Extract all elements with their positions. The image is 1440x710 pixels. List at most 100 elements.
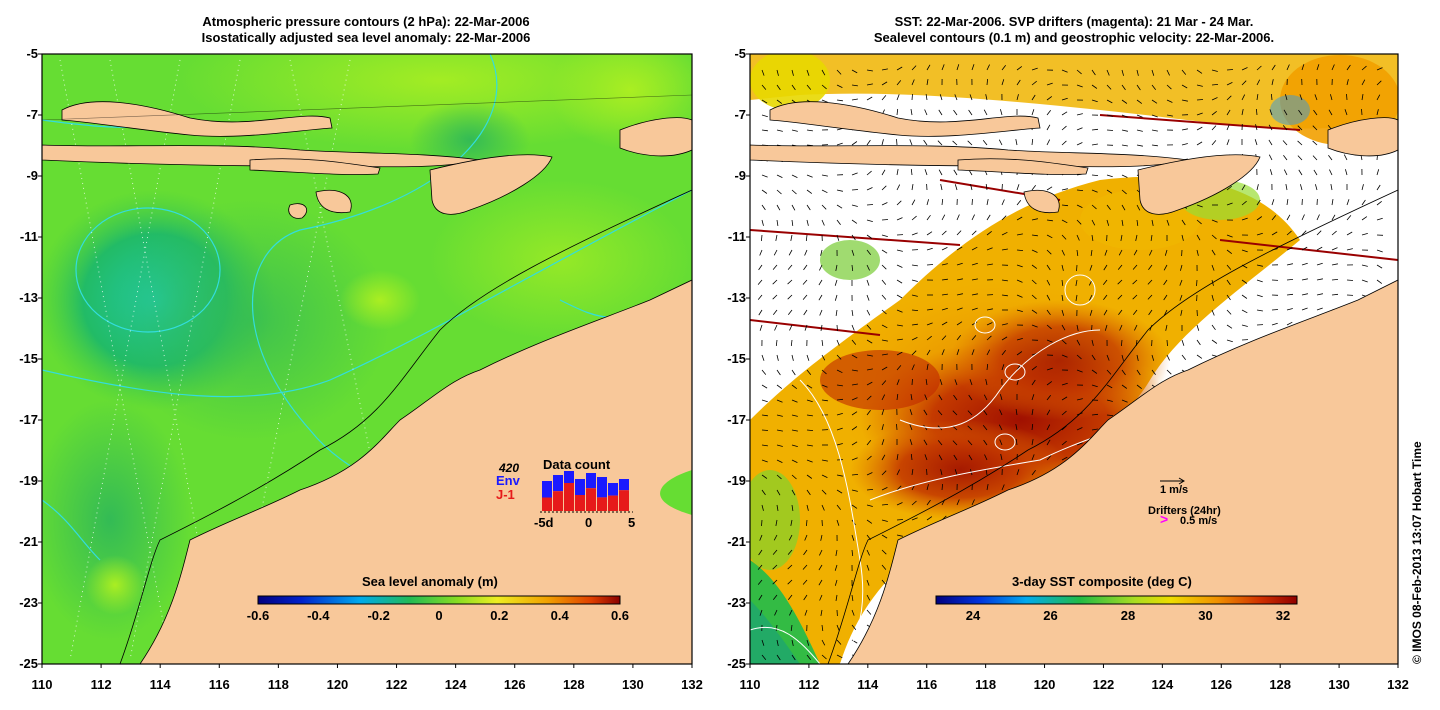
- velocity-vector: [1196, 279, 1198, 287]
- x-tick-label: 110: [739, 677, 761, 692]
- velocity-vector: [938, 454, 943, 461]
- velocity-vector: [1031, 365, 1037, 371]
- velocity-vector: [1285, 94, 1288, 101]
- velocity-vector: [911, 469, 914, 476]
- velocity-vector: [851, 474, 859, 476]
- velocity-vector: [1226, 294, 1231, 301]
- x-tick-label: 128: [562, 677, 585, 692]
- velocity-vector: [761, 234, 763, 242]
- y-tick-label: -19: [727, 473, 746, 488]
- velocity-vector: [1346, 199, 1350, 206]
- velocity-vector: [1180, 264, 1183, 271]
- velocity-vector: [1211, 84, 1219, 86]
- velocity-vector: [881, 534, 888, 539]
- velocity-vector: [866, 549, 870, 556]
- velocity-vector: [776, 489, 781, 496]
- velocity-vector: [1031, 439, 1034, 446]
- velocity-vector: [896, 309, 903, 313]
- velocity-vector: [791, 369, 796, 376]
- x-tick-label: 126: [1210, 677, 1233, 692]
- velocity-vector: [1241, 109, 1244, 116]
- y-tick-label: -13: [19, 290, 38, 305]
- velocity-vector: [851, 594, 854, 601]
- velocity-vector: [896, 379, 900, 386]
- velocity-vector: [1283, 109, 1288, 116]
- velocity-vector: [1241, 309, 1248, 314]
- velocity-vector: [1331, 199, 1334, 206]
- velocity-vector: [896, 279, 903, 284]
- velocity-vector: [1118, 309, 1123, 316]
- velocity-key-arrow: [1160, 477, 1185, 485]
- velocity-vector: [1196, 339, 1201, 346]
- velocity-vector: [941, 230, 947, 236]
- velocity-vector: [1286, 230, 1292, 236]
- velocity-vector: [1316, 262, 1323, 266]
- velocity-vector: [1241, 217, 1248, 221]
- velocity-vector: [1226, 139, 1230, 146]
- velocity-vector: [851, 234, 856, 241]
- velocity-vector: [1091, 428, 1098, 431]
- velocity-vector: [851, 489, 858, 492]
- velocity-vector: [1106, 129, 1114, 131]
- velocity-vector: [790, 234, 793, 241]
- velocity-vector: [774, 609, 778, 616]
- velocity-vector: [818, 294, 823, 301]
- velocity-vector: [1226, 264, 1232, 270]
- velocity-vector: [1046, 294, 1051, 301]
- velocity-vector: [926, 247, 933, 251]
- velocity-vector: [1269, 169, 1273, 176]
- velocity-vector: [851, 324, 855, 331]
- velocity-vector: [941, 293, 948, 296]
- velocity-vector: [1298, 169, 1303, 176]
- velocity-vector: [820, 324, 823, 331]
- velocity-vector: [761, 639, 765, 646]
- velocity-vector: [772, 564, 778, 570]
- velocity-vector: [866, 187, 873, 191]
- velocity-vector: [1297, 125, 1303, 131]
- velocity-vector: [821, 99, 828, 103]
- velocity-vector: [986, 78, 988, 86]
- velocity-vector: [819, 264, 823, 271]
- velocity-vector: [909, 424, 913, 431]
- velocity-vector: [911, 264, 918, 267]
- velocity-vector: [1196, 204, 1203, 208]
- velocity-vector: [1046, 234, 1053, 239]
- velocity-vector: [1061, 456, 1068, 461]
- velocity-vector: [926, 308, 933, 311]
- data-count-tick-start: -5d: [534, 515, 554, 530]
- velocity-vector: [881, 139, 884, 146]
- velocity-vector: [804, 249, 808, 256]
- velocity-vector: [1061, 440, 1067, 446]
- velocity-vector: [866, 339, 873, 344]
- velocity-vector: [909, 409, 913, 416]
- velocity-vector: [851, 84, 858, 87]
- velocity-vector: [803, 594, 808, 601]
- velocity-vector: [1301, 214, 1305, 221]
- histogram-env-bar: [553, 475, 563, 492]
- velocity-vector: [866, 409, 871, 416]
- velocity-vector: [1316, 278, 1323, 281]
- velocity-vector: [776, 399, 783, 403]
- velocity-vector: [1016, 351, 1023, 356]
- velocity-vector: [761, 369, 767, 375]
- velocity-vector: [954, 184, 958, 191]
- velocity-vector: [1000, 454, 1003, 461]
- velocity-vector: [1328, 154, 1333, 161]
- velocity-vector: [1076, 354, 1082, 360]
- velocity-vector: [1091, 413, 1099, 416]
- velocity-vector: [1091, 204, 1097, 210]
- velocity-vector: [941, 64, 945, 71]
- velocity-vector: [1136, 99, 1143, 104]
- velocity-vector: [1046, 124, 1051, 131]
- velocity-vector: [937, 440, 943, 446]
- velocity-vector: [881, 454, 886, 461]
- velocity-vector: [967, 140, 973, 146]
- velocity-vector: [924, 454, 928, 461]
- velocity-vector: [1316, 307, 1323, 311]
- velocity-vector: [1361, 264, 1368, 267]
- velocity-vector: [896, 200, 902, 206]
- velocity-vector: [1196, 126, 1203, 131]
- velocity-vector: [821, 489, 827, 495]
- velocity-vector: [1163, 294, 1168, 301]
- velocity-vector: [881, 279, 887, 285]
